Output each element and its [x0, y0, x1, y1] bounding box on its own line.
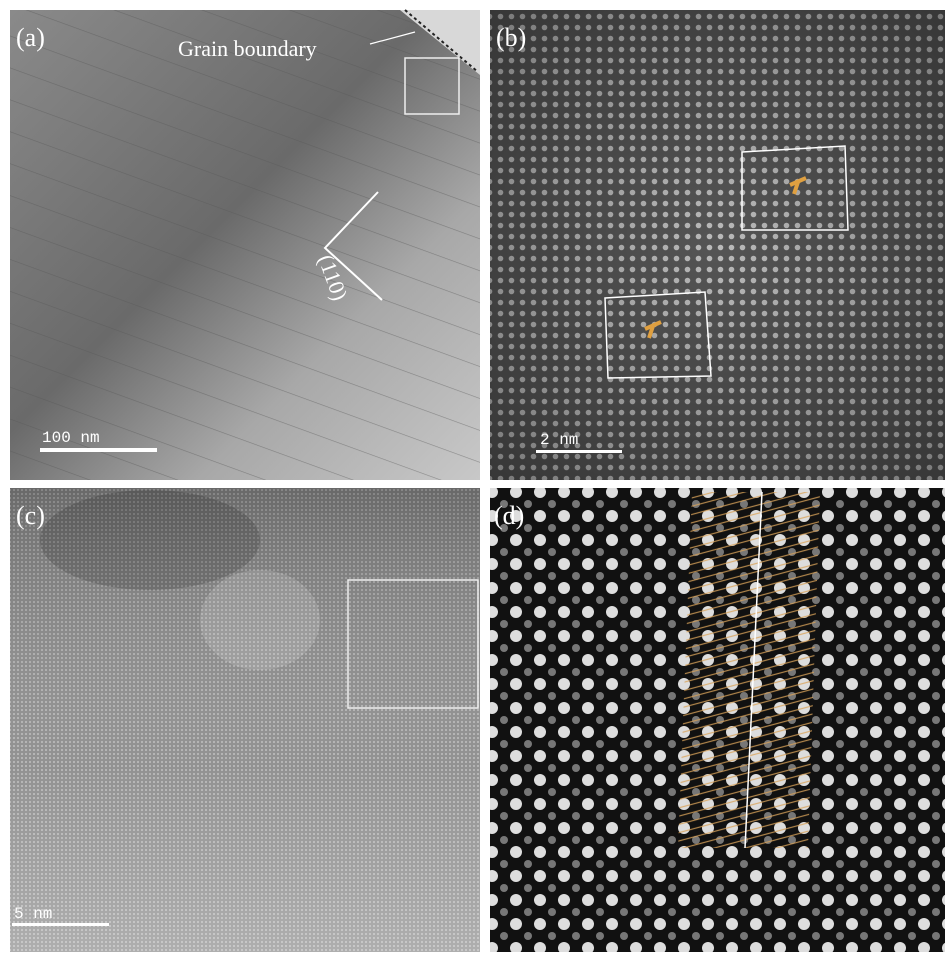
panel-label: (b)	[496, 23, 526, 52]
scale-bar-label: 2 nm	[540, 431, 578, 449]
panel-c: (c) 5 nm	[10, 488, 480, 952]
dark-area	[40, 490, 260, 590]
panel-label: (d)	[494, 501, 524, 530]
scale-bar-label: 100 nm	[42, 429, 100, 447]
figure: (a) Grain boundary (110) 100 nm (b) 2 nm…	[0, 0, 946, 954]
shading	[490, 10, 945, 480]
panel-label: (c)	[16, 501, 45, 530]
scale-bar	[40, 448, 157, 452]
texture	[10, 10, 480, 480]
annotation: Grain boundary	[178, 36, 317, 61]
bright-area	[200, 570, 320, 670]
panel-d: (d)	[490, 488, 945, 952]
lattice-overlay	[678, 492, 820, 848]
scale-bar-label: 5 nm	[14, 905, 52, 923]
panel-label: (a)	[16, 23, 45, 52]
scale-bar	[536, 450, 622, 453]
panel-b: (b) 2 nm	[490, 10, 945, 480]
panel-a: (a) Grain boundary (110) 100 nm	[10, 10, 480, 480]
page: (a) Grain boundary (110) 100 nm (b) 2 nm…	[0, 0, 946, 954]
scale-bar	[12, 923, 109, 926]
